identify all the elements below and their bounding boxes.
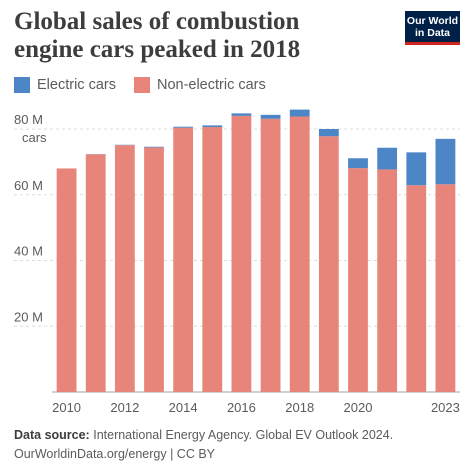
bar-non-electric-2015[interactable]: [202, 127, 223, 392]
logo-line-2: in Data: [414, 27, 450, 39]
x-tick-label-2016: 2016: [227, 400, 256, 415]
source-text: International Energy Agency. Global EV O…: [93, 428, 394, 442]
bar-electric-2014[interactable]: [173, 126, 194, 128]
bar-electric-2020[interactable]: [348, 158, 368, 169]
y-tick-label-1: 40 M: [14, 244, 43, 259]
x-tick-label-2012: 2012: [110, 400, 139, 415]
x-tick-label-2014: 2014: [169, 400, 198, 415]
bar-non-electric-2023[interactable]: [435, 184, 456, 392]
chart-footer: Data source: International Energy Agency…: [14, 426, 393, 464]
legend-item-non-electric[interactable]: Non-electric cars: [133, 77, 266, 93]
bar-electric-2013[interactable]: [144, 146, 164, 148]
bar-non-electric-2018[interactable]: [289, 116, 310, 392]
source-line: Data source: International Energy Agency…: [14, 426, 393, 445]
credit-line[interactable]: OurWorldinData.org/energy | CC BY: [14, 447, 216, 461]
logo-line-1: Our World: [406, 15, 459, 27]
bar-electric-2017[interactable]: [260, 114, 281, 119]
y-tick-label-2: 60 M: [14, 178, 43, 193]
bar-electric-2015[interactable]: [202, 125, 223, 128]
legend-label-non-electric: Non-electric cars: [156, 77, 266, 93]
legend-item-electric[interactable]: Electric cars: [14, 77, 116, 93]
bar-non-electric-2017[interactable]: [260, 118, 281, 392]
bar-electric-2019[interactable]: [318, 129, 339, 137]
logo-accent-bar: [405, 42, 460, 45]
bar-electric-2021[interactable]: [377, 147, 398, 170]
bar-electric-2016[interactable]: [231, 113, 252, 116]
source-label: Data source:: [14, 428, 90, 442]
legend-swatch-electric: [14, 77, 30, 93]
bar-non-electric-2010[interactable]: [56, 168, 77, 392]
bar-non-electric-2012[interactable]: [114, 145, 135, 392]
y-unit-label: cars: [22, 130, 47, 145]
bar-electric-2018[interactable]: [289, 109, 310, 117]
x-tick-label-2020: 2020: [344, 400, 373, 415]
x-tick-label-2018: 2018: [285, 400, 314, 415]
bar-non-electric-2022[interactable]: [406, 185, 427, 392]
bar-non-electric-2013[interactable]: [144, 147, 164, 392]
bar-electric-2023[interactable]: [435, 138, 456, 185]
bar-non-electric-2020[interactable]: [348, 168, 368, 392]
y-tick-label-3: 80 M: [14, 112, 43, 127]
owid-logo[interactable]: Our World in Data: [405, 11, 460, 45]
legend-swatch-non-electric: [133, 77, 150, 93]
bar-non-electric-2021[interactable]: [377, 169, 398, 392]
chart-title: Global sales of combustion engine cars p…: [14, 8, 301, 63]
bar-non-electric-2019[interactable]: [318, 136, 339, 392]
bar-non-electric-2014[interactable]: [173, 127, 194, 392]
bar-non-electric-2011[interactable]: [85, 154, 106, 392]
x-tick-label-2023: 2023: [431, 400, 460, 415]
legend: Electric cars Non-electric cars: [14, 74, 284, 96]
y-tick-label-0: 20 M: [14, 309, 43, 324]
legend-label-electric: Electric cars: [37, 77, 116, 93]
x-tick-label-2010: 2010: [52, 400, 81, 415]
bar-electric-2022[interactable]: [406, 152, 427, 186]
bar-non-electric-2016[interactable]: [231, 115, 252, 392]
